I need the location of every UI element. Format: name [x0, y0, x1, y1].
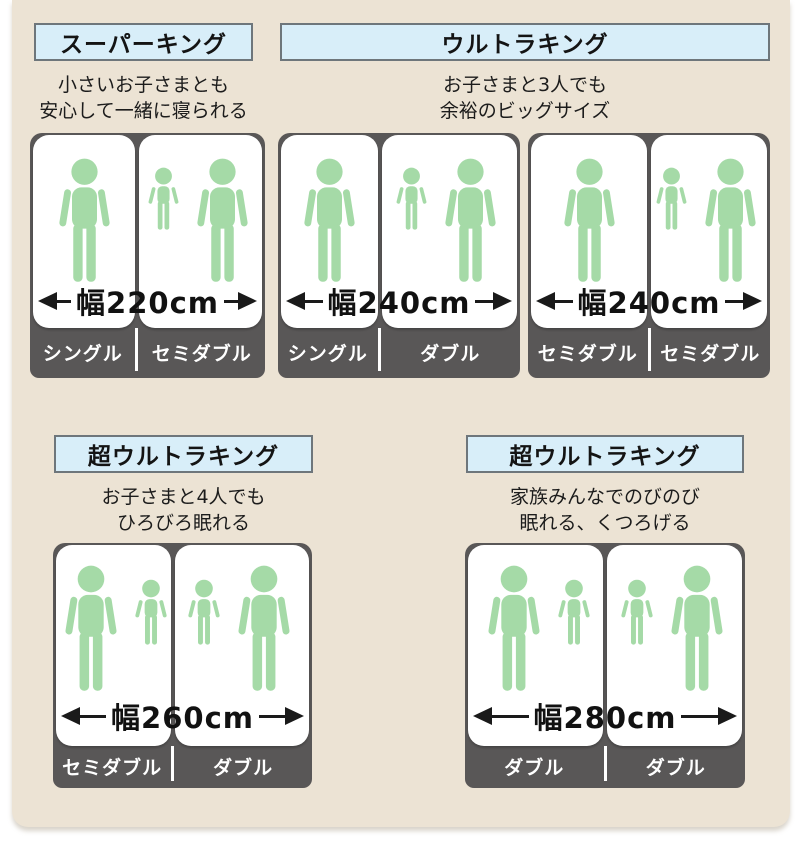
description-line: お子さまと3人でも	[442, 74, 608, 96]
beds	[465, 543, 745, 746]
title-super-king: スーパーキング	[34, 23, 253, 61]
child-figure-icon	[620, 579, 653, 645]
title-text: ウルトラキング	[441, 32, 609, 58]
arrow-left-icon	[536, 292, 555, 310]
description-super-king: 小さいお子さまとも 安心して一緒に寝られる	[34, 72, 253, 124]
bed-label: ダブル	[504, 756, 565, 779]
title-cho-ultra-king-right: 超ウルトラキング	[466, 435, 744, 473]
description-cho-ultra-king-left: お子さまと4人でも ひろびろ眠れる	[54, 484, 313, 536]
bed-label: ダブル	[420, 342, 481, 365]
adult-figure-icon	[487, 565, 540, 691]
arrow-line	[80, 714, 107, 718]
adult-figure-icon	[196, 158, 248, 282]
child-figure-icon	[147, 167, 179, 230]
bed-label: シングル	[42, 342, 123, 365]
title-cho-ultra-king-left: 超ウルトラキング	[54, 435, 313, 473]
bed-label: セミダブル	[537, 342, 638, 365]
description-line: お子さまと4人でも	[101, 486, 266, 508]
arrow-line	[681, 714, 719, 718]
arrow-line	[223, 299, 239, 303]
bed-label: セミダブル	[62, 756, 163, 779]
label-divider	[135, 328, 139, 371]
width-arrow: 幅240cm	[536, 280, 763, 322]
bed-labels: セミダブル セミダブル	[528, 328, 770, 376]
child-figure-icon	[656, 167, 687, 230]
label-divider	[603, 746, 607, 781]
description-line: 安心して一緒に寝られる	[39, 100, 248, 122]
width-value: 幅280cm	[533, 701, 677, 735]
bed-group-cho-ultra-king-280: 幅280cm ダブル ダブル	[465, 543, 745, 788]
arrow-right-icon	[743, 292, 763, 310]
bed-label: ダブル	[645, 756, 706, 779]
arrow-line	[725, 299, 744, 303]
arrow-left-icon	[38, 292, 57, 310]
bed-labels: ダブル ダブル	[465, 746, 745, 786]
title-text: スーパーキング	[59, 32, 228, 58]
adult-figure-icon	[58, 158, 110, 282]
arrow-right-icon	[718, 707, 738, 725]
description-line: 余裕のビッグサイズ	[439, 100, 611, 122]
arrow-left-icon	[286, 292, 305, 310]
width-value: 幅240cm	[327, 286, 471, 320]
title-ultra-king: ウルトラキング	[280, 23, 770, 61]
arrow-left-icon	[473, 707, 492, 725]
arrow-right-icon	[285, 707, 305, 725]
arrow-line	[492, 714, 529, 718]
bed-label: セミダブル	[660, 342, 761, 365]
arrow-line	[305, 299, 323, 303]
adult-figure-icon	[445, 158, 497, 282]
title-text: 超ウルトラキング	[87, 444, 280, 470]
arrow-left-icon	[61, 707, 80, 725]
width-value: 幅240cm	[577, 286, 721, 320]
child-figure-icon	[187, 579, 220, 645]
bed-labels: シングル ダブル	[278, 328, 520, 376]
arrow-line	[57, 299, 72, 303]
arrow-line	[475, 299, 494, 303]
width-value: 幅260cm	[111, 701, 254, 735]
title-text: 超ウルトラキング	[509, 444, 701, 470]
description-cho-ultra-king-right: 家族みんなでのびのび 眠れる、くつろげる	[466, 484, 744, 536]
bed-group-super-king: 幅220cm シングル セミダブル	[30, 133, 265, 378]
width-arrow: 幅260cm	[61, 695, 305, 737]
bed-label: シングル	[287, 342, 368, 365]
width-arrow: 幅240cm	[286, 280, 513, 322]
child-figure-icon	[135, 579, 168, 645]
bed-label: セミダブル	[151, 342, 252, 365]
adult-figure-icon	[303, 158, 355, 282]
arrow-right-icon	[493, 292, 513, 310]
description-line: 家族みんなでのびのび	[509, 486, 700, 508]
bed-group-ultra-king-a: 幅240cm シングル ダブル	[278, 133, 520, 378]
arrow-line	[258, 714, 286, 718]
width-value: 幅220cm	[76, 286, 219, 320]
width-arrow: 幅220cm	[38, 280, 258, 322]
description-ultra-king: お子さまと3人でも 余裕のビッグサイズ	[280, 72, 770, 124]
bed-group-cho-ultra-king-260: 幅260cm セミダブル ダブル	[53, 543, 312, 788]
arrow-line	[555, 299, 573, 303]
bed-labels: シングル セミダブル	[30, 328, 265, 376]
adult-figure-icon	[65, 565, 118, 691]
bed-label: ダブル	[213, 756, 274, 779]
label-divider	[377, 328, 381, 371]
bed-group-ultra-king-b: 幅240cm セミダブル セミダブル	[528, 133, 770, 378]
description-line: 眠れる、くつろげる	[519, 512, 691, 534]
child-figure-icon	[396, 167, 428, 230]
child-figure-icon	[557, 579, 590, 645]
adult-figure-icon	[670, 565, 723, 691]
width-arrow: 幅280cm	[473, 695, 738, 737]
label-divider	[647, 328, 651, 371]
adult-figure-icon	[237, 565, 290, 691]
adult-figure-icon	[563, 158, 615, 282]
description-line: 小さいお子さまとも	[57, 74, 229, 96]
label-divider	[171, 746, 175, 781]
arrow-right-icon	[238, 292, 258, 310]
description-line: ひろびろ眠れる	[116, 512, 250, 534]
bed-labels: セミダブル ダブル	[53, 746, 312, 786]
adult-figure-icon	[704, 158, 757, 282]
